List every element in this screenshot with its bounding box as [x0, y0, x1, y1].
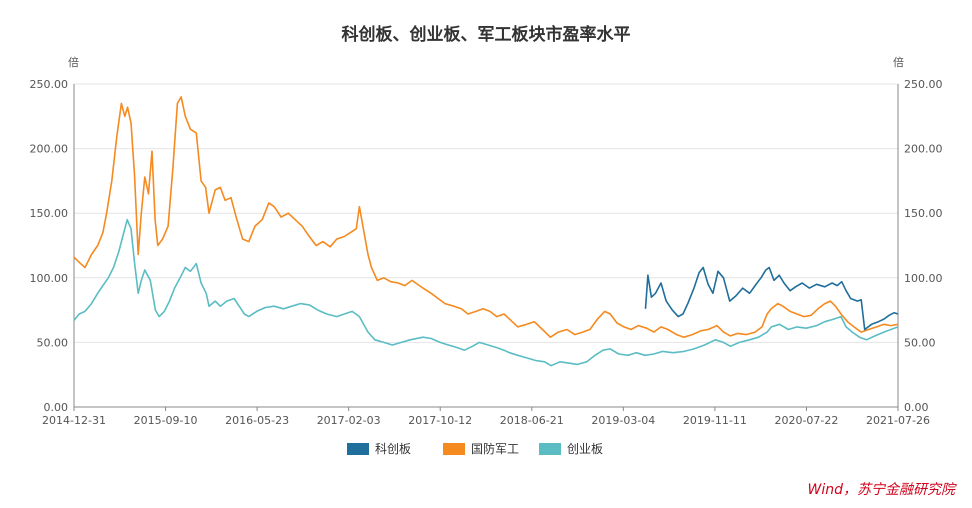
y-tick-label-left: 150.00	[30, 207, 69, 220]
y-tick-label-left: 0.00	[44, 401, 69, 414]
y-tick-labels-right: 0.00 50.00 100.00 150.00 200.00 250.00	[904, 78, 943, 414]
y-tick-label-left: 200.00	[30, 143, 69, 156]
y-tick-label-right: 200.00	[904, 143, 943, 156]
y-tick-label-right: 150.00	[904, 207, 943, 220]
series-line	[73, 96, 899, 338]
x-tick-label: 2019-11-11	[683, 414, 747, 427]
y-tick-labels-left: 0.00 50.00 100.00 150.00 200.00 250.00	[30, 78, 69, 414]
y-tick-label-left: 100.00	[30, 272, 69, 285]
series-lines	[73, 96, 899, 367]
y-tick-label-left: 50.00	[37, 336, 69, 349]
y-tick-label-right: 250.00	[904, 78, 943, 91]
x-tick-label: 2020-07-22	[774, 414, 838, 427]
x-tick-label: 2018-06-21	[500, 414, 564, 427]
series-line	[644, 266, 899, 331]
series-line	[73, 218, 899, 367]
legend-swatch	[347, 443, 369, 455]
legend-label: 创业板	[567, 442, 603, 456]
x-tick-label: 2015-09-10	[134, 414, 198, 427]
legend-label: 国防军工	[471, 441, 519, 456]
source-note: Wind，苏宁金融研究院	[808, 482, 957, 498]
legend-label: 科创板	[375, 442, 411, 456]
y-tick-label-right: 0.00	[904, 401, 929, 414]
x-tick-label: 2019-03-04	[591, 414, 655, 427]
x-tick-label: 2017-02-03	[317, 414, 381, 427]
x-tick-labels: 2014-12-31 2015-09-10 2016-05-23 2017-02-03…	[42, 414, 930, 427]
y-tick-label-left: 250.00	[30, 78, 69, 91]
x-tick-label: 2021-07-26	[866, 414, 930, 427]
grid-lines	[74, 83, 898, 343]
x-tick-label: 2017-10-12	[408, 414, 472, 427]
y-axis-unit-left: 倍	[68, 55, 79, 69]
legend-swatch	[539, 443, 561, 455]
x-tick-label: 2016-05-23	[225, 414, 289, 427]
y-axis-unit-right: 倍	[893, 55, 904, 69]
legend-swatch	[443, 443, 465, 455]
y-tick-label-right: 100.00	[904, 272, 943, 285]
y-tick-label-right: 50.00	[904, 336, 936, 349]
x-tick-label: 2014-12-31	[42, 414, 106, 427]
axes	[73, 84, 899, 411]
legend: 科创板 国防军工 创业板	[347, 441, 603, 456]
chart-title: 科创板、创业板、军工板块市盈率水平	[342, 24, 631, 45]
